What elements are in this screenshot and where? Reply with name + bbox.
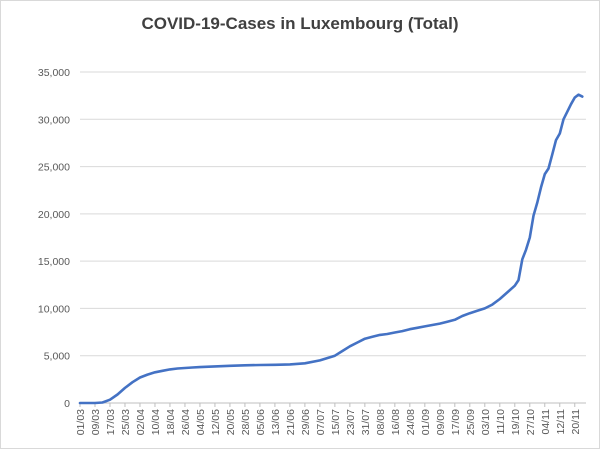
y-tick-label: 5,000 bbox=[44, 351, 70, 363]
y-tick-label: 0 bbox=[64, 398, 70, 410]
gridlines bbox=[80, 71, 586, 404]
x-tick-label: 18/04 bbox=[165, 409, 177, 435]
x-tick-label: 31/07 bbox=[360, 409, 372, 435]
series-layer bbox=[78, 93, 584, 405]
x-tick-label: 20/05 bbox=[225, 409, 237, 435]
y-tick-label: 10,000 bbox=[38, 303, 70, 315]
y-tick-label: 15,000 bbox=[38, 256, 70, 268]
x-tick-label: 04/11 bbox=[540, 409, 552, 435]
x-axis-ticks: 01/03 09/03 17/03 25/03 02/04 10/04 18/04 26/04… bbox=[75, 403, 582, 435]
x-tick-label: 01/03 bbox=[75, 409, 87, 435]
x-tick-label: 16/08 bbox=[390, 409, 402, 435]
x-tick-label: 13/06 bbox=[270, 409, 282, 435]
series-line bbox=[78, 93, 584, 405]
y-tick-label: 30,000 bbox=[38, 114, 70, 126]
x-tick-label: 09/09 bbox=[435, 409, 447, 435]
x-tick-label: 17/03 bbox=[105, 409, 117, 435]
y-tick-label: 25,000 bbox=[38, 162, 70, 174]
x-tick-label: 10/04 bbox=[150, 409, 162, 435]
x-tick-label: 09/03 bbox=[90, 409, 102, 435]
chart-title: COVID-19-Cases in Luxembourg (Total) bbox=[141, 14, 459, 33]
x-tick-label: 03/10 bbox=[480, 409, 492, 435]
x-tick-label: 26/04 bbox=[180, 409, 192, 435]
x-tick-label: 17/09 bbox=[450, 409, 462, 435]
x-tick-label: 23/07 bbox=[345, 409, 357, 435]
x-tick-label: 12/05 bbox=[210, 409, 222, 435]
x-tick-label: 21/06 bbox=[285, 409, 297, 435]
x-tick-label: 07/07 bbox=[315, 409, 327, 435]
x-tick-label: 02/04 bbox=[135, 409, 147, 435]
x-tick-label: 04/05 bbox=[195, 409, 207, 435]
x-tick-label: 27/10 bbox=[525, 409, 537, 435]
x-tick-label: 15/07 bbox=[330, 409, 342, 435]
x-tick-label: 11/10 bbox=[495, 409, 507, 435]
y-tick-label: 35,000 bbox=[38, 67, 70, 79]
x-tick-label: 05/06 bbox=[255, 409, 267, 435]
x-tick-label: 25/09 bbox=[465, 409, 477, 435]
x-tick-label: 19/10 bbox=[510, 409, 522, 435]
x-tick-label: 29/06 bbox=[300, 409, 312, 435]
y-axis-ticks: 0 5,000 10,000 15,000 20,000 25,000 30,000 35,0… bbox=[38, 67, 70, 410]
x-tick-label: 01/09 bbox=[420, 409, 432, 435]
x-tick-label: 12/11 bbox=[555, 409, 567, 435]
x-tick-label: 08/08 bbox=[375, 409, 387, 435]
x-tick-label: 24/08 bbox=[405, 409, 417, 435]
y-tick-label: 20,000 bbox=[38, 209, 70, 221]
x-tick-label: 28/05 bbox=[240, 409, 252, 435]
x-tick-label: 20/11 bbox=[570, 409, 582, 435]
x-tick-label: 25/03 bbox=[120, 409, 132, 435]
